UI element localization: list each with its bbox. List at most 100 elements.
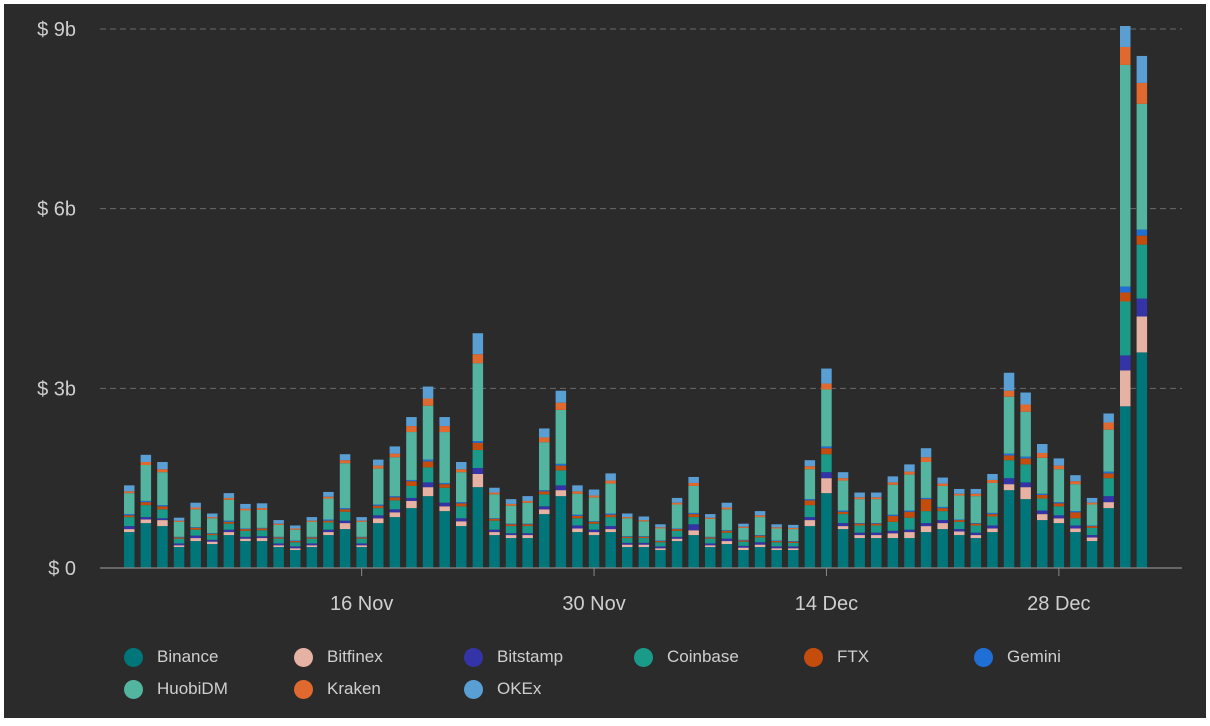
bar-segment-kraken <box>439 426 450 433</box>
bar-segment-binance <box>555 496 567 568</box>
bar-segment-bitfinex <box>788 548 799 551</box>
legend-swatch <box>974 647 993 667</box>
legend-item-okex[interactable]: OKEx <box>464 679 541 699</box>
bar-segment-gemini <box>970 523 982 524</box>
bar-stack <box>837 472 849 568</box>
bar-segment-okex <box>1086 497 1098 503</box>
bar-segment-gemini <box>339 508 351 510</box>
bar-segment-ftx <box>1070 512 1081 519</box>
bar-segment-bitstamp <box>622 542 633 545</box>
bar-segment-coinbase <box>605 517 616 527</box>
bar-segment-ftx <box>721 530 733 533</box>
bar-segment-bitfinex <box>140 519 152 524</box>
bar-segment-huobidm <box>306 521 318 537</box>
legend-item-coinbase[interactable]: Coinbase <box>634 647 739 667</box>
bar-segment-kraken <box>173 520 185 522</box>
bar-segment-kraken <box>406 426 417 433</box>
bar-segment-huobidm <box>688 485 699 513</box>
bar-segment-okex <box>738 523 749 527</box>
bar-segment-bitstamp <box>954 529 965 532</box>
bar-stack <box>290 525 301 568</box>
bar-segment-bitfinex <box>555 490 567 497</box>
bar-segment-gemini <box>1070 511 1081 513</box>
legend-item-huobidm[interactable]: HuobiDM <box>124 679 228 699</box>
legend-item-ftx[interactable]: FTX <box>804 647 869 667</box>
bar-stack <box>771 524 782 568</box>
bar-segment-kraken <box>1037 453 1048 458</box>
bar-segment-bitstamp <box>605 526 616 530</box>
bar-segment-bitfinex <box>1103 502 1114 509</box>
bar-segment-binance <box>987 532 998 568</box>
bar-segment-bitstamp <box>373 515 384 519</box>
bar-segment-ftx <box>788 541 799 543</box>
bar-segment-bitfinex <box>837 526 849 530</box>
legend-item-kraken[interactable]: Kraken <box>294 679 381 699</box>
bar-segment-bitfinex <box>738 547 749 551</box>
bar-segment-kraken <box>373 465 384 469</box>
bar-segment-okex <box>356 517 367 521</box>
bar-segment-bitfinex <box>1136 316 1148 353</box>
bar-stack <box>854 492 865 568</box>
bar-segment-okex <box>422 386 434 399</box>
bar-segment-gemini <box>539 490 550 492</box>
bar-stack <box>505 499 517 568</box>
bar-stack <box>1136 55 1148 568</box>
bar-segment-kraken <box>1020 404 1031 412</box>
bar-segment-huobidm <box>837 480 849 511</box>
legend-item-bitstamp[interactable]: Bitstamp <box>464 647 563 667</box>
bar-segment-coinbase <box>555 470 567 486</box>
bar-segment-coinbase <box>406 485 417 498</box>
bar-segment-ftx <box>937 508 948 512</box>
bar-segment-huobidm <box>655 528 666 541</box>
bar-segment-ftx <box>1103 473 1114 479</box>
bar-segment-binance <box>1003 490 1015 568</box>
bar-segment-okex <box>339 454 351 461</box>
bar-segment-huobidm <box>124 493 135 515</box>
bar-segment-binance <box>871 538 882 568</box>
bar-segment-ftx <box>771 541 782 543</box>
bar-segment-gemini <box>788 541 799 542</box>
bar-segment-bitfinex <box>622 544 633 548</box>
legend-item-gemini[interactable]: Gemini <box>974 647 1061 667</box>
bar-segment-bitfinex <box>124 529 135 533</box>
bar-segment-bitstamp <box>638 542 650 545</box>
bar-segment-kraken <box>671 502 683 505</box>
bar-stack <box>422 386 434 568</box>
bar-segment-ftx <box>406 481 417 486</box>
bar-segment-ftx <box>472 442 484 451</box>
bar-segment-kraken <box>190 507 201 510</box>
bar-segment-bitstamp <box>671 536 683 539</box>
bar-segment-bitstamp <box>1020 482 1031 488</box>
legend-item-bitfinex[interactable]: Bitfinex <box>294 647 383 667</box>
bar-segment-gemini <box>937 506 948 509</box>
bar-segment-coinbase <box>904 517 915 530</box>
bar-segment-binance <box>1070 532 1081 568</box>
bar-segment-ftx <box>622 536 633 539</box>
bar-segment-ftx <box>522 524 533 527</box>
bar-segment-coinbase <box>954 521 965 530</box>
bar-segment-coinbase <box>622 538 633 543</box>
bar-segment-kraken <box>323 496 334 499</box>
bar-segment-bitfinex <box>854 535 865 539</box>
bar-segment-binance <box>539 514 550 568</box>
legend-item-binance[interactable]: Binance <box>124 647 218 667</box>
bar-segment-coinbase <box>1053 506 1065 516</box>
bar-segment-gemini <box>240 528 251 530</box>
bar-segment-coinbase <box>173 538 185 544</box>
legend-swatch <box>464 647 483 667</box>
bar-segment-binance <box>256 541 268 568</box>
bar-segment-binance <box>190 541 201 568</box>
bar-segment-bitstamp <box>356 543 367 546</box>
bar-segment-coinbase <box>705 538 716 544</box>
legend-swatch <box>124 647 143 667</box>
bar-segment-bitfinex <box>240 538 251 542</box>
bar-segment-coinbase <box>920 511 932 524</box>
bar-stack <box>871 492 882 568</box>
bar-stack <box>389 446 401 568</box>
bar-segment-bitstamp <box>124 526 135 530</box>
bar-segment-bitstamp <box>572 525 583 529</box>
bar-segment-okex <box>157 461 168 470</box>
bar-segment-coinbase <box>572 518 583 526</box>
bar-segment-huobidm <box>1053 469 1065 503</box>
y-tick-label: $ 0 <box>48 558 76 580</box>
